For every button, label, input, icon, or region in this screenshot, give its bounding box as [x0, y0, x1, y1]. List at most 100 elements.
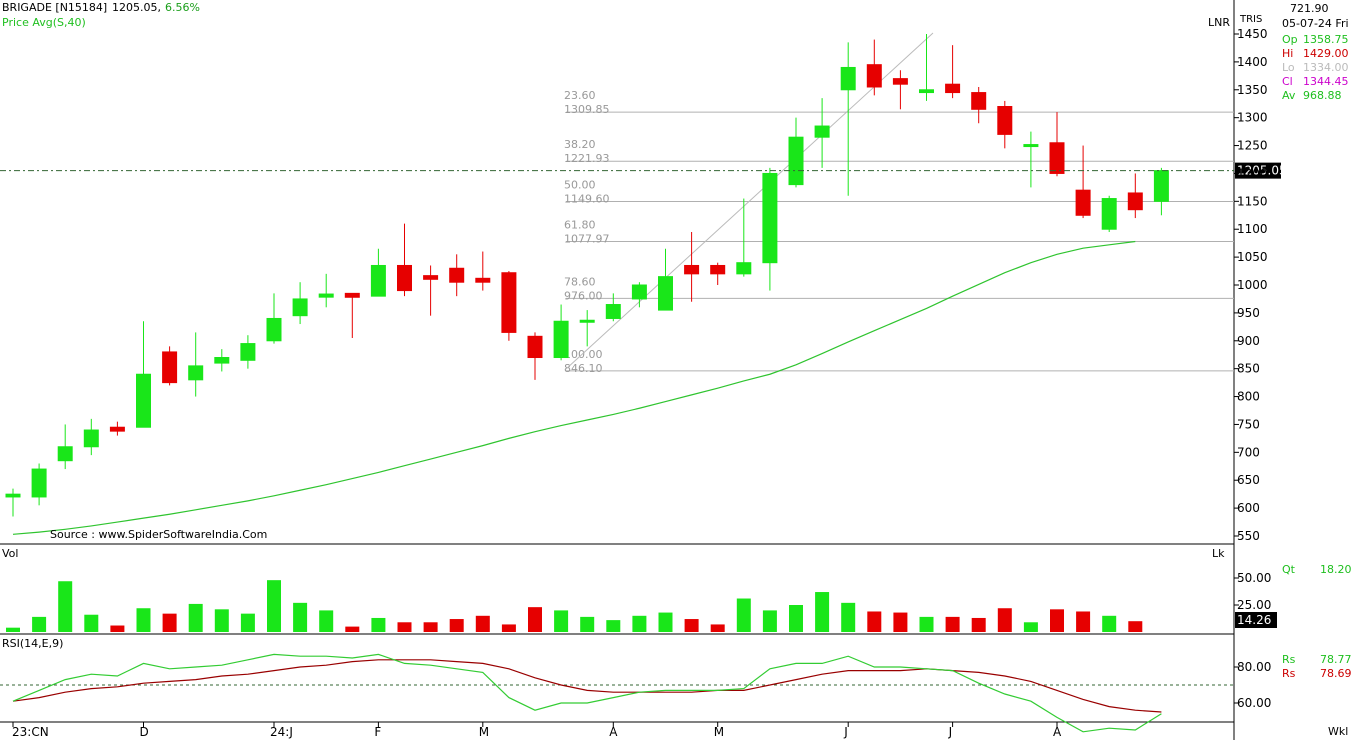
candle[interactable] — [475, 251, 491, 291]
candle[interactable] — [684, 232, 700, 302]
price-tick-label: 950 — [1237, 306, 1260, 320]
volume-bar — [423, 622, 438, 632]
candle-body — [553, 320, 569, 359]
volume-bar — [632, 615, 647, 632]
last-price: 1205.05, — [112, 1, 161, 14]
volume-bar — [501, 624, 516, 632]
candle[interactable] — [736, 198, 752, 277]
fib-level-price: 846.10 — [564, 362, 603, 375]
candle-body — [866, 64, 882, 88]
candle[interactable] — [292, 282, 308, 325]
candle[interactable] — [5, 488, 21, 517]
fibonacci-trend-line — [565, 32, 934, 370]
price-tick-label: 1300 — [1237, 111, 1268, 125]
volume-bar — [580, 616, 595, 632]
candle[interactable] — [31, 463, 47, 506]
candle[interactable] — [631, 282, 647, 308]
candle[interactable] — [1127, 173, 1143, 219]
candle-body — [1101, 198, 1117, 230]
fib-level-pct: 61.80 — [564, 219, 596, 232]
candle[interactable] — [449, 254, 465, 297]
candle-body — [370, 264, 386, 297]
price-tick-label: 1150 — [1237, 194, 1268, 208]
candle[interactable] — [501, 271, 517, 341]
candle[interactable] — [919, 34, 934, 101]
volume-bar — [606, 620, 621, 632]
volume-bar — [371, 617, 386, 632]
candle[interactable] — [214, 349, 230, 372]
candle-body — [5, 493, 21, 498]
candle[interactable] — [762, 167, 778, 291]
candle-body — [527, 335, 543, 359]
candle[interactable] — [892, 70, 908, 110]
rsi-label: RSI(14,E,9) — [2, 637, 64, 650]
scale-mode-label: LNR — [1208, 16, 1230, 29]
volume-bar — [293, 602, 308, 632]
info-top-value: 721.90 — [1290, 2, 1329, 15]
candle[interactable] — [527, 332, 543, 380]
fib-level-pct: 38.20 — [564, 138, 596, 151]
candle[interactable] — [710, 262, 726, 285]
fib-level-price: 1077.97 — [564, 233, 610, 246]
candle[interactable] — [1023, 131, 1039, 188]
fib-level-pct: 78.60 — [564, 275, 596, 288]
candle-body — [945, 83, 961, 94]
candle-body — [605, 304, 621, 319]
volume-bar — [997, 608, 1012, 632]
candle[interactable] — [788, 117, 804, 188]
volume-bar — [6, 627, 20, 632]
candle[interactable] — [1049, 112, 1065, 177]
volume-unit-label: Lk — [1212, 547, 1225, 560]
candle[interactable] — [423, 265, 439, 316]
candle[interactable] — [553, 304, 569, 361]
candle[interactable] — [840, 42, 856, 196]
candle[interactable] — [83, 418, 99, 456]
candle-body — [1075, 189, 1091, 216]
candle-body — [292, 298, 308, 317]
candle[interactable] — [814, 98, 830, 168]
candle[interactable] — [57, 424, 73, 470]
candle[interactable] — [1101, 195, 1117, 233]
candle[interactable] — [397, 223, 412, 297]
candle[interactable] — [579, 310, 595, 347]
candle-body — [136, 373, 151, 428]
volume-label: Vol — [2, 547, 19, 560]
time-tick-label: 23:CN — [12, 725, 49, 739]
candle[interactable] — [162, 346, 178, 386]
candlesticks[interactable] — [5, 34, 1169, 517]
candle-body — [449, 267, 465, 283]
candle[interactable] — [344, 292, 360, 338]
candle[interactable] — [318, 273, 334, 308]
volume-bar — [162, 613, 177, 632]
candle[interactable] — [945, 45, 961, 99]
price-tick-label: 1000 — [1237, 278, 1268, 292]
candle[interactable] — [136, 321, 151, 428]
volume-bar — [1023, 622, 1038, 632]
candle[interactable] — [109, 421, 125, 436]
candle[interactable] — [605, 293, 621, 322]
candle[interactable] — [240, 335, 256, 369]
candle[interactable] — [370, 248, 386, 297]
candle-body — [475, 277, 491, 283]
candle-body — [1153, 170, 1169, 202]
volume-bar — [240, 613, 255, 632]
candle[interactable] — [1075, 145, 1091, 219]
close-label: Cl — [1282, 75, 1293, 88]
candle[interactable] — [971, 86, 987, 124]
candle[interactable] — [266, 293, 282, 344]
candle[interactable] — [1153, 167, 1169, 216]
volume-bar — [893, 612, 908, 632]
rsi-signal-series-line — [12, 659, 1162, 713]
fib-level-pct: 100.00 — [564, 348, 603, 361]
candle[interactable] — [658, 248, 673, 311]
price-tick-label: 800 — [1237, 390, 1260, 404]
candle[interactable] — [997, 100, 1013, 149]
volume-bar — [1128, 621, 1143, 632]
volume-bar — [1076, 611, 1091, 632]
candle[interactable] — [188, 332, 204, 397]
candle[interactable] — [866, 39, 882, 96]
scale-mode2-label: TRIS — [1240, 14, 1263, 25]
